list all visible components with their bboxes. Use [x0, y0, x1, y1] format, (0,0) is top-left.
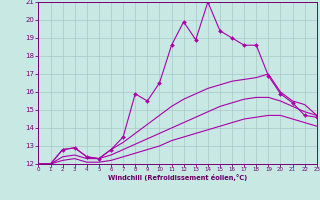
X-axis label: Windchill (Refroidissement éolien,°C): Windchill (Refroidissement éolien,°C)	[108, 174, 247, 181]
